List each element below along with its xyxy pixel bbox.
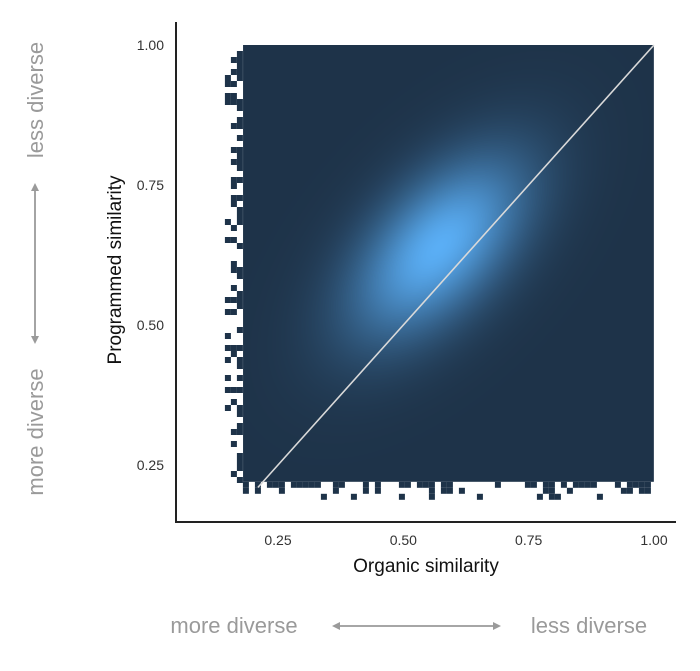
x-annotation-left: more diverse — [170, 613, 297, 638]
reference-line-layer — [257, 44, 655, 488]
x-tick-label: 1.00 — [640, 532, 667, 548]
y-tick-label: 0.25 — [137, 457, 164, 473]
sparse-bins — [224, 51, 651, 500]
plot-area — [224, 45, 654, 500]
y-tick-label: 1.00 — [137, 37, 164, 53]
x-tick-label: 0.75 — [515, 532, 542, 548]
y-annotation-bottom: more diverse — [23, 368, 48, 495]
x-tick-label: 0.50 — [390, 532, 417, 548]
y-tick-label: 0.50 — [137, 317, 164, 333]
identity-line — [257, 44, 655, 488]
x-tick-label: 0.25 — [264, 532, 291, 548]
x-axis-title: Organic similarity — [353, 556, 499, 577]
y-axis-title: Programmed similarity — [105, 175, 126, 364]
y-annotation-top: less diverse — [23, 42, 48, 158]
tick-labels: 0.25 0.50 0.75 1.00 0.25 0.50 0.75 1.00 — [137, 37, 668, 548]
density-heatmap — [242, 45, 654, 482]
y-tick-label: 0.75 — [137, 177, 164, 193]
x-annotation-right: less diverse — [531, 613, 647, 638]
